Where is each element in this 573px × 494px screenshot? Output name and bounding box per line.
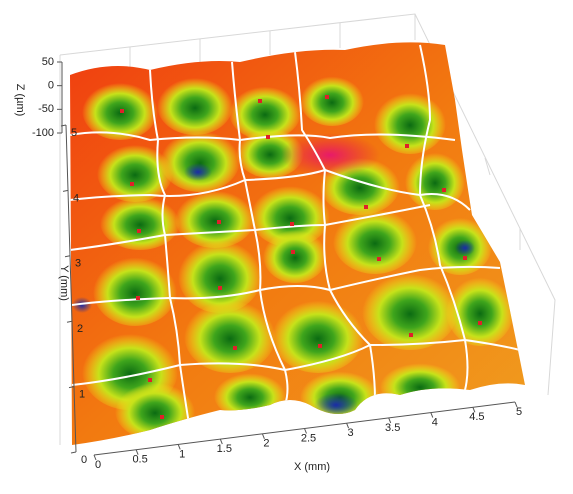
y-tick xyxy=(70,451,77,454)
y-tick-label: 1 xyxy=(79,389,85,401)
x-tick-label: 2.5 xyxy=(301,432,316,444)
y-tick-label: 4 xyxy=(73,192,79,204)
x-tick xyxy=(219,438,223,445)
x-tick xyxy=(430,412,434,418)
y-tick xyxy=(60,124,67,127)
x-tick-label: 1 xyxy=(179,448,185,460)
z-axis-title: Z (µm) xyxy=(14,84,26,117)
y-tick xyxy=(62,189,69,192)
x-tick-label: 3 xyxy=(348,427,354,439)
z-tick-label: -100 xyxy=(32,127,54,139)
x-tick-label: 1.5 xyxy=(217,443,232,455)
y-tick-label: 0 xyxy=(81,454,87,466)
x-tick xyxy=(135,449,139,455)
x-tick-label: 5 xyxy=(516,406,522,418)
x-tick-label: 2 xyxy=(263,438,269,450)
z-tick-label: -50 xyxy=(38,103,54,115)
x-tick-label: 3.5 xyxy=(385,422,400,434)
y-axis-title: Y (mm) xyxy=(58,265,70,301)
x-tick-label: 0.5 xyxy=(132,454,147,466)
y-tick xyxy=(66,320,73,323)
y-tick-label: 2 xyxy=(77,323,83,335)
y-tick-label: 3 xyxy=(75,258,81,270)
x-tick-label: 4.5 xyxy=(469,411,484,423)
x-tick xyxy=(261,433,265,439)
x-tick xyxy=(177,444,181,450)
z-tick-label: 0 xyxy=(48,80,54,92)
x-tick xyxy=(514,401,518,408)
x-tick xyxy=(388,417,392,424)
y-tick xyxy=(64,255,71,258)
z-tick-label: 50 xyxy=(42,56,54,68)
x-tick xyxy=(93,454,97,461)
surface xyxy=(70,42,525,445)
x-tick xyxy=(472,407,476,413)
x-axis-title: X (mm) xyxy=(294,461,330,473)
x-tick xyxy=(346,423,350,429)
x-tick xyxy=(304,428,307,434)
x-tick-label: 0 xyxy=(95,459,101,471)
y-tick-label: 5 xyxy=(71,127,77,139)
y-axis-line xyxy=(65,124,77,453)
y-tick xyxy=(68,386,75,389)
x-tick-label: 4 xyxy=(432,417,438,429)
